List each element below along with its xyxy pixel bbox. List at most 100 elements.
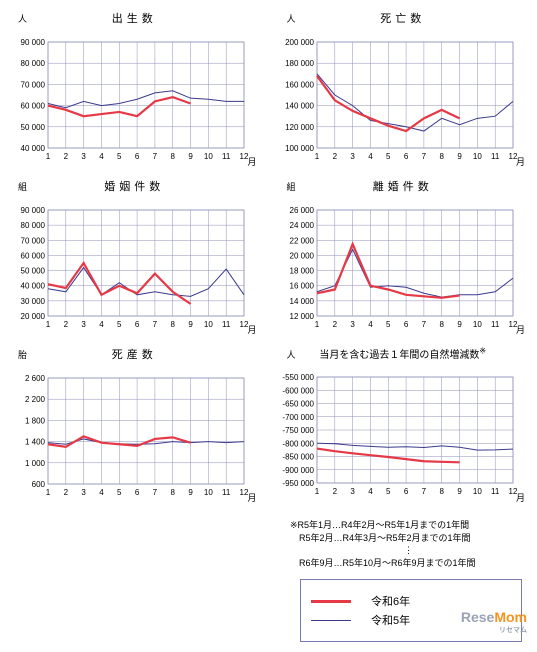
svg-text:6: 6 [135, 320, 140, 329]
svg-text:10: 10 [204, 152, 213, 161]
svg-text:7: 7 [153, 152, 158, 161]
svg-text:6: 6 [135, 152, 140, 161]
svg-text:200 000: 200 000 [285, 38, 314, 47]
svg-text:3: 3 [350, 487, 355, 496]
unit-y: 人 [287, 348, 296, 361]
svg-text:1: 1 [46, 320, 51, 329]
svg-text:9: 9 [188, 488, 193, 497]
svg-text:100 000: 100 000 [285, 144, 314, 153]
unit-x: 月 [516, 155, 525, 168]
svg-text:600: 600 [32, 480, 46, 489]
unit-y: 人 [287, 12, 296, 25]
svg-text:11: 11 [491, 152, 500, 161]
svg-text:80 000: 80 000 [21, 221, 46, 230]
svg-text:2: 2 [332, 487, 337, 496]
svg-text:7: 7 [421, 320, 426, 329]
svg-text:5: 5 [117, 488, 122, 497]
unit-y: 組 [287, 180, 296, 193]
svg-text:140 000: 140 000 [285, 102, 314, 111]
svg-text:-950 000: -950 000 [282, 479, 314, 488]
svg-text:22 000: 22 000 [289, 236, 314, 245]
svg-text:180 000: 180 000 [285, 59, 314, 68]
footnote-l1: ※R5年1月…R4年2月～R5年1月までの1年間 [290, 519, 527, 532]
svg-text:9: 9 [457, 320, 462, 329]
svg-text:11: 11 [222, 152, 231, 161]
unit-x: 月 [247, 155, 256, 168]
svg-text:1: 1 [314, 320, 319, 329]
svg-text:4: 4 [99, 152, 104, 161]
svg-text:2: 2 [332, 320, 337, 329]
watermark: ReseMom リセマム [461, 609, 527, 635]
svg-text:7: 7 [421, 152, 426, 161]
svg-text:70 000: 70 000 [21, 236, 46, 245]
svg-text:-550 000: -550 000 [282, 373, 314, 382]
svg-text:1: 1 [314, 152, 319, 161]
chart-title: 離婚件数 [279, 178, 528, 194]
svg-text:6: 6 [403, 152, 408, 161]
legend-r6: 令和6年 [371, 593, 410, 609]
svg-text:1 800: 1 800 [25, 416, 46, 425]
svg-text:160 000: 160 000 [285, 80, 314, 89]
chart-2: 組 婚姻件数 20 00030 00040 00050 00060 00070 … [10, 178, 259, 336]
legend-blue-line [311, 620, 351, 621]
chart-1: 人 死亡数 100 000120 000140 000160 000180 00… [279, 10, 528, 168]
svg-text:5: 5 [117, 152, 122, 161]
svg-text:40 000: 40 000 [21, 282, 46, 291]
svg-text:-700 000: -700 000 [282, 413, 314, 422]
svg-text:18 000: 18 000 [289, 267, 314, 276]
unit-x: 月 [247, 491, 256, 504]
chart-0: 人 出生数 40 00050 00060 00070 00080 00090 0… [10, 10, 259, 168]
unit-x: 月 [516, 491, 525, 504]
chart-title: 婚姻件数 [10, 178, 259, 194]
svg-text:11: 11 [222, 488, 231, 497]
svg-text:1 400: 1 400 [25, 438, 46, 447]
svg-text:3: 3 [81, 488, 86, 497]
svg-text:7: 7 [153, 488, 158, 497]
svg-text:3: 3 [81, 152, 86, 161]
svg-text:4: 4 [368, 487, 373, 496]
svg-text:60 000: 60 000 [21, 251, 46, 260]
svg-text:3: 3 [81, 320, 86, 329]
svg-text:7: 7 [421, 487, 426, 496]
svg-text:2: 2 [64, 152, 69, 161]
footnote-dots: ⋮ [290, 544, 527, 557]
footnote-l2: R5年2月…R4年3月～R5年2月までの1年間 [290, 532, 527, 545]
unit-x: 月 [247, 323, 256, 336]
chart-title: 出生数 [10, 10, 259, 26]
svg-text:90 000: 90 000 [21, 38, 46, 47]
chart-4: 胎 死産数 6001 0001 4001 8002 2002 600123456… [10, 346, 259, 504]
svg-text:4: 4 [368, 320, 373, 329]
svg-text:-900 000: -900 000 [282, 466, 314, 475]
svg-text:1 000: 1 000 [25, 459, 46, 468]
chart-title: 死産数 [10, 346, 259, 362]
svg-text:50 000: 50 000 [21, 267, 46, 276]
svg-text:6: 6 [135, 488, 140, 497]
chart-title: 死亡数 [279, 10, 528, 26]
svg-text:-800 000: -800 000 [282, 439, 314, 448]
svg-text:60 000: 60 000 [21, 102, 46, 111]
svg-text:9: 9 [188, 152, 193, 161]
svg-text:8: 8 [439, 487, 444, 496]
svg-text:5: 5 [386, 320, 391, 329]
svg-text:10: 10 [204, 320, 213, 329]
svg-text:10: 10 [472, 320, 481, 329]
chart-5: 人 当月を含む過去１年間の自然増減数※ -950 000 -900 000 -850… [279, 346, 528, 504]
svg-text:4: 4 [99, 488, 104, 497]
svg-text:6: 6 [403, 487, 408, 496]
svg-text:4: 4 [99, 320, 104, 329]
chart-title: 当月を含む過去１年間の自然増減数※ [279, 346, 528, 361]
svg-text:12 000: 12 000 [289, 312, 314, 321]
svg-text:6: 6 [403, 320, 408, 329]
svg-text:-600 000: -600 000 [282, 386, 314, 395]
svg-text:10: 10 [204, 488, 213, 497]
svg-text:5: 5 [117, 320, 122, 329]
svg-text:40 000: 40 000 [21, 144, 46, 153]
svg-text:-850 000: -850 000 [282, 453, 314, 462]
unit-x: 月 [516, 323, 525, 336]
svg-text:2: 2 [332, 152, 337, 161]
svg-text:20 000: 20 000 [289, 251, 314, 260]
svg-text:8: 8 [171, 152, 176, 161]
svg-text:14 000: 14 000 [289, 297, 314, 306]
svg-text:80 000: 80 000 [21, 59, 46, 68]
svg-text:26 000: 26 000 [289, 206, 314, 215]
